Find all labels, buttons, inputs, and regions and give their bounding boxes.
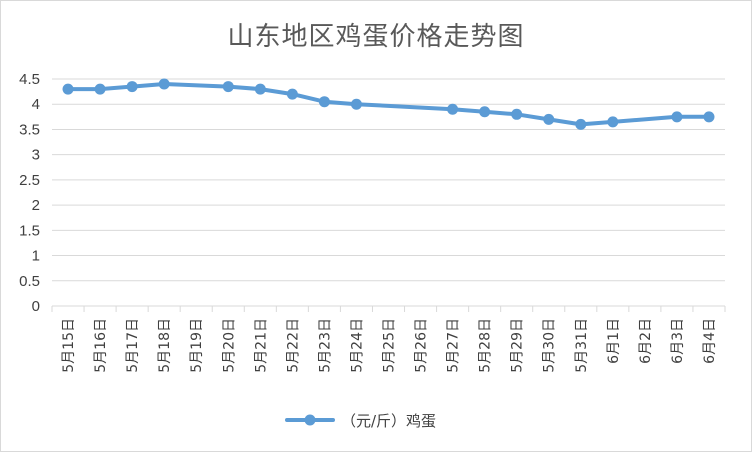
y-tick-label: 4 <box>32 96 40 113</box>
data-point <box>62 83 74 95</box>
x-tick-label: 6月1日 <box>606 318 622 364</box>
data-point <box>511 108 523 120</box>
legend-label: （元/斤）鸡蛋 <box>341 412 436 430</box>
x-tick-label: 5月30日 <box>542 318 558 373</box>
data-point <box>254 83 266 95</box>
x-tick-label: 5月22日 <box>285 318 301 373</box>
data-point <box>703 111 715 123</box>
y-tick-label: 1 <box>32 248 40 265</box>
x-tick-label: 6月3日 <box>670 318 686 364</box>
y-tick-label: 3 <box>32 147 40 164</box>
x-tick-label: 5月26日 <box>414 318 430 373</box>
data-point <box>607 116 619 128</box>
legend-swatch-marker <box>304 414 316 426</box>
data-point <box>158 78 170 90</box>
data-point <box>94 83 106 95</box>
x-tick-label: 5月28日 <box>478 318 494 373</box>
data-point <box>543 113 555 125</box>
y-tick-label: 1.5 <box>19 222 40 239</box>
x-tick-label: 5月29日 <box>510 318 526 373</box>
x-tick-label: 5月20日 <box>221 318 237 373</box>
x-tick-label: 5月27日 <box>446 318 462 373</box>
data-point <box>447 103 459 115</box>
x-tick-label: 5月17日 <box>125 318 141 373</box>
x-tick-label: 5月25日 <box>382 318 398 373</box>
x-tick-label: 5月19日 <box>189 318 205 373</box>
x-tick-label: 5月23日 <box>317 318 333 373</box>
x-axis-ticks: 5月15日 5月16日 5月17日 5月18日 5月19日 5月20日 5月21日 5月22日… <box>51 306 726 373</box>
y-tick-label: 2 <box>32 197 40 214</box>
data-point <box>318 96 330 108</box>
series-layer <box>62 78 715 130</box>
data-point <box>575 118 587 130</box>
legend: （元/斤）鸡蛋 <box>285 412 436 430</box>
x-tick-label: 5月31日 <box>574 318 590 373</box>
x-tick-label: 5月16日 <box>93 318 109 373</box>
y-tick-label: 2.5 <box>19 172 40 189</box>
y-tick-label: 0.5 <box>19 273 40 290</box>
data-point <box>350 98 362 110</box>
x-tick-label: 5月24日 <box>349 318 365 373</box>
data-point <box>126 81 138 93</box>
data-point <box>286 88 298 100</box>
data-point <box>222 81 234 93</box>
data-point <box>479 106 491 118</box>
y-axis-ticks: 0 0.5 1 1.5 2 2.5 3 3.5 4 4.5 <box>19 71 40 315</box>
y-tick-label: 4.5 <box>19 71 40 88</box>
chart-title: 山东地区鸡蛋价格走势图 <box>227 22 525 52</box>
y-tick-label: 0 <box>32 298 40 315</box>
x-tick-label: 5月15日 <box>61 318 77 373</box>
gridlines <box>52 78 725 307</box>
data-point <box>671 111 683 123</box>
x-tick-label: 6月2日 <box>638 318 654 364</box>
x-tick-label: 6月4日 <box>702 318 718 364</box>
x-tick-label: 5月18日 <box>157 318 173 373</box>
x-tick-label: 5月21日 <box>253 318 269 373</box>
y-tick-label: 3.5 <box>19 121 40 138</box>
